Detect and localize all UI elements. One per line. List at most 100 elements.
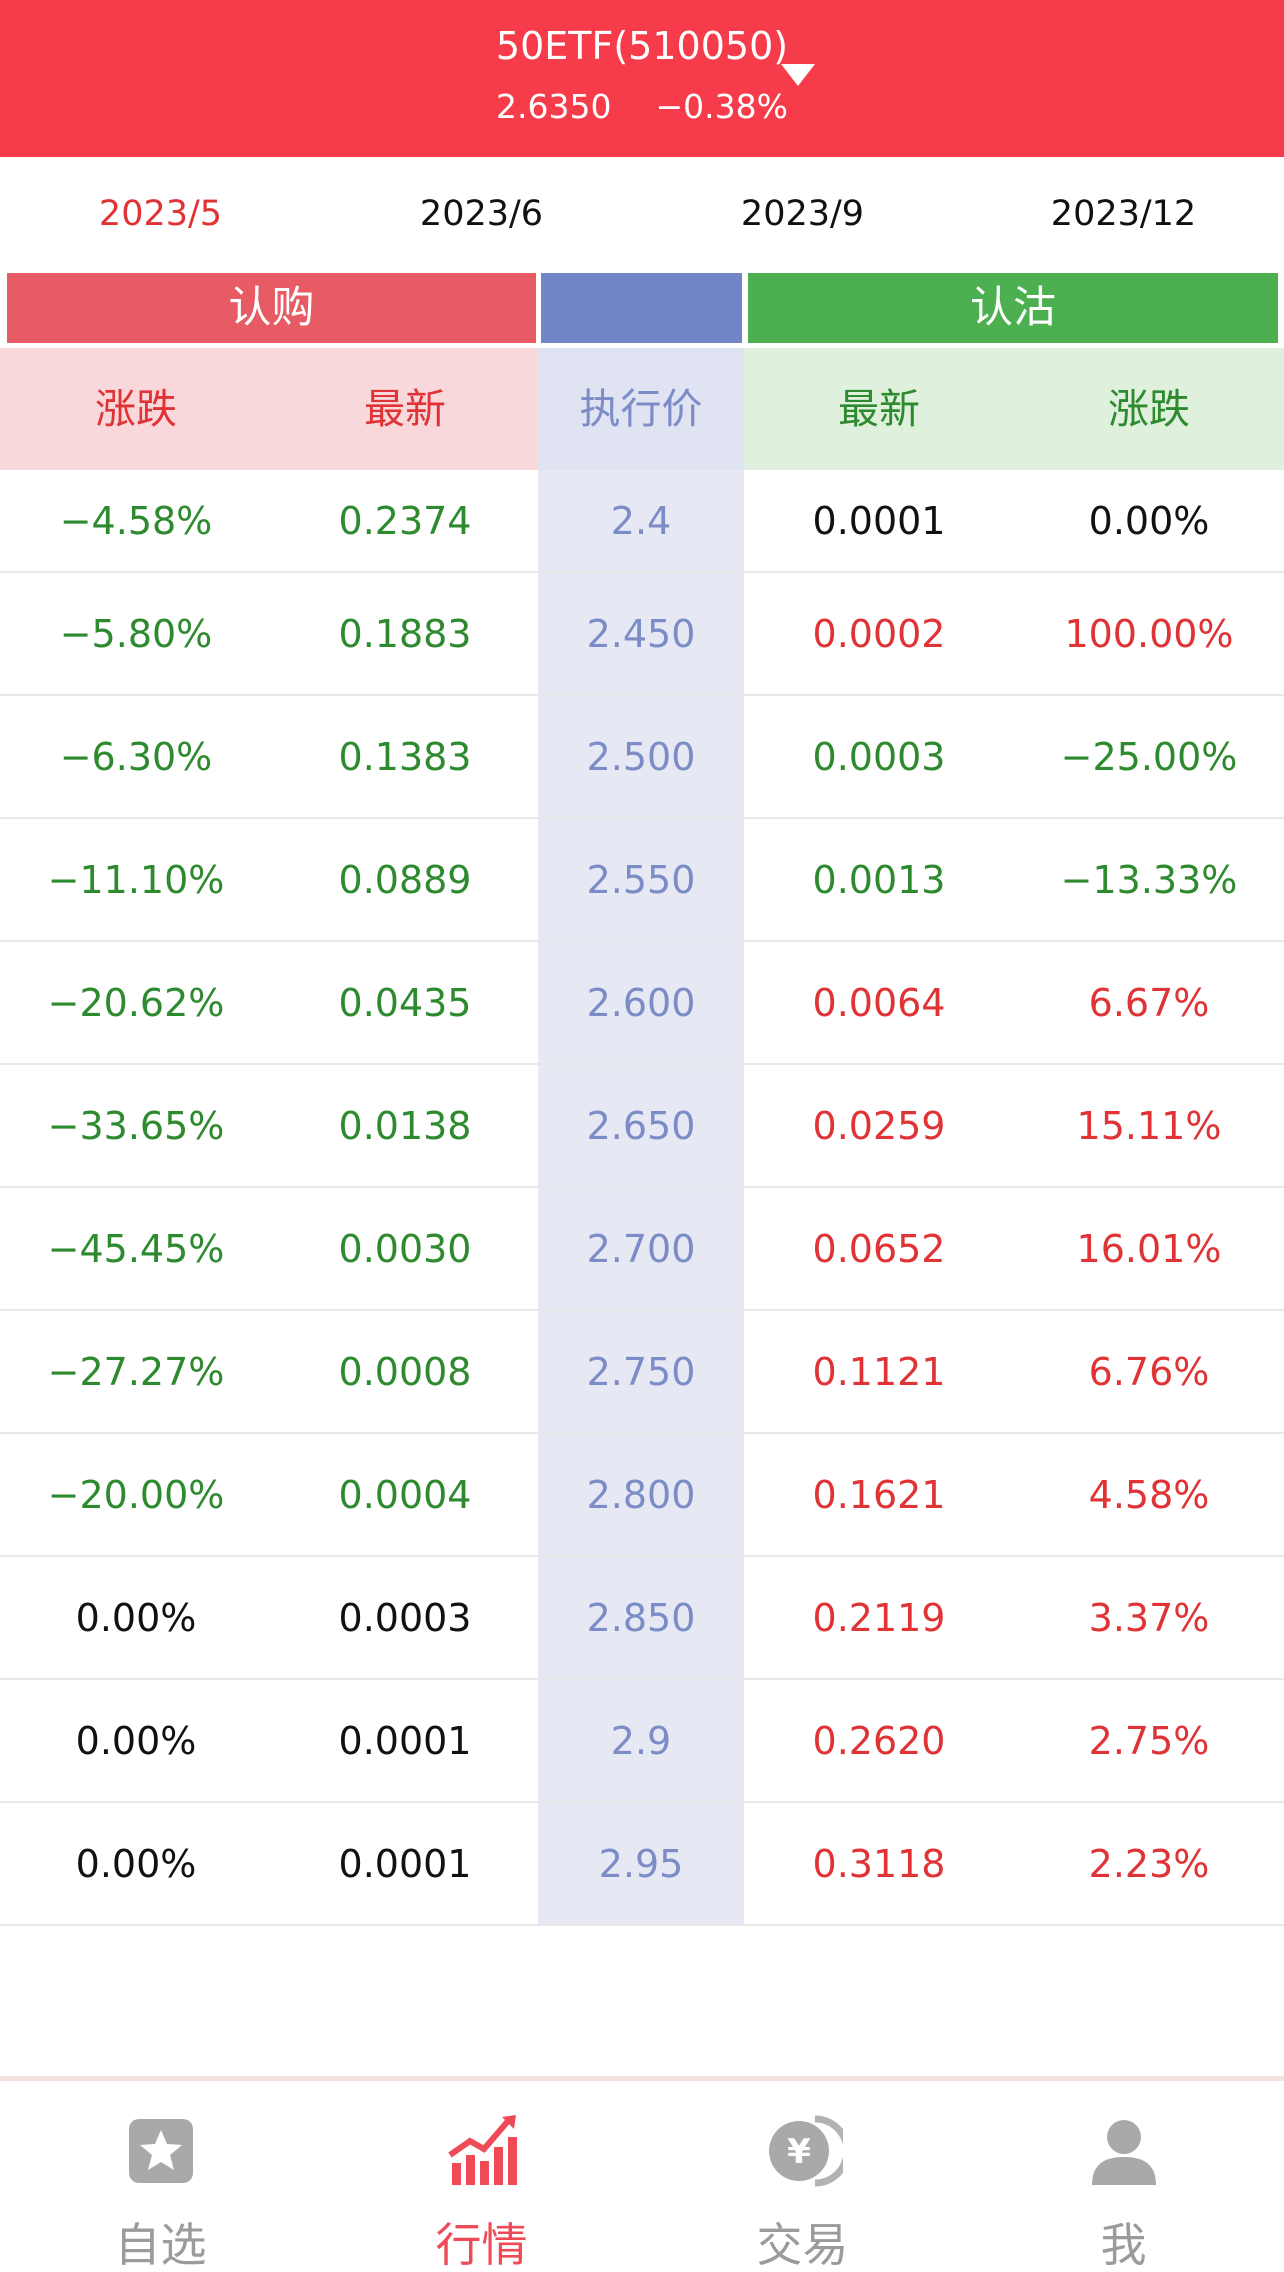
put-latest-cell[interactable]: 0.2119 <box>812 1595 946 1640</box>
table-row[interactable]: −20.62% 0.0435 2.600 0.0064 6.67% <box>0 942 1284 1065</box>
put-latest-cell[interactable]: 0.2620 <box>812 1718 946 1763</box>
call-latest-cell[interactable]: 0.0001 <box>338 1841 472 1886</box>
nav-item-market[interactable]: 行情 <box>321 2081 642 2272</box>
tab-month-3[interactable]: 2023/9 <box>740 194 865 234</box>
call-latest-cell[interactable]: 0.0889 <box>338 857 472 902</box>
put-change-cell[interactable]: 6.76% <box>1088 1349 1210 1394</box>
put-latest-cell[interactable]: 0.3118 <box>812 1841 946 1886</box>
nav-item-me[interactable]: 我 <box>963 2081 1284 2272</box>
col-header-put-change[interactable]: 涨跌 <box>1108 385 1190 433</box>
put-latest-cell[interactable]: 0.0002 <box>812 611 946 656</box>
put-change-cell[interactable]: −13.33% <box>1060 857 1238 902</box>
underlying-price: 2.6350 <box>496 87 612 126</box>
strike-cell[interactable]: 2.800 <box>586 1472 696 1517</box>
call-latest-cell[interactable]: 0.0001 <box>338 1718 472 1763</box>
put-latest-cell[interactable]: 0.0001 <box>812 498 946 543</box>
header-bar[interactable]: 50ETF(510050) 2.6350 −0.38% <box>0 0 1284 157</box>
put-change-cell[interactable]: 16.01% <box>1076 1226 1222 1271</box>
put-latest-cell[interactable]: 0.1621 <box>812 1472 946 1517</box>
put-latest-cell[interactable]: 0.0652 <box>812 1226 946 1271</box>
call-latest-cell[interactable]: 0.0435 <box>338 980 472 1025</box>
table-row[interactable]: −5.80% 0.1883 2.450 0.0002 100.00% <box>0 573 1284 696</box>
table-row[interactable]: −33.65% 0.0138 2.650 0.0259 15.11% <box>0 1065 1284 1188</box>
put-latest-cell[interactable]: 0.0259 <box>812 1103 946 1148</box>
table-row[interactable]: −11.10% 0.0889 2.550 0.0013 −13.33% <box>0 819 1284 942</box>
call-latest-cell[interactable]: 0.0030 <box>338 1226 472 1271</box>
put-latest-cell[interactable]: 0.1121 <box>812 1349 946 1394</box>
nav-label-me: 我 <box>1100 2218 1147 2272</box>
call-change-cell[interactable]: −33.65% <box>47 1103 225 1148</box>
strike-cell[interactable]: 2.550 <box>586 857 696 902</box>
call-change-cell[interactable]: −6.30% <box>59 734 213 779</box>
col-header-put-latest[interactable]: 最新 <box>838 385 920 433</box>
user-icon <box>1091 2120 1156 2185</box>
tab-month-1[interactable]: 2023/5 <box>98 194 223 234</box>
underlying-quote: 2.6350 −0.38% <box>0 84 1284 130</box>
strike-cell[interactable]: 2.650 <box>586 1103 696 1148</box>
put-latest-cell[interactable]: 0.0064 <box>812 980 946 1025</box>
put-change-cell[interactable]: −25.00% <box>1060 734 1238 779</box>
put-change-cell[interactable]: 100.00% <box>1064 611 1234 656</box>
call-change-cell[interactable]: −20.00% <box>47 1472 225 1517</box>
put-change-cell[interactable]: 3.37% <box>1088 1595 1210 1640</box>
call-latest-cell[interactable]: 0.0138 <box>338 1103 472 1148</box>
put-change-cell[interactable]: 15.11% <box>1076 1103 1222 1148</box>
put-latest-cell[interactable]: 0.0003 <box>812 734 946 779</box>
call-latest-cell[interactable]: 0.1383 <box>338 734 472 779</box>
put-change-cell[interactable]: 2.75% <box>1088 1718 1210 1763</box>
table-row[interactable]: 0.00% 0.0001 2.9 0.2620 2.75% <box>0 1680 1284 1803</box>
call-change-cell[interactable]: −27.27% <box>47 1349 225 1394</box>
put-change-cell[interactable]: 2.23% <box>1088 1841 1210 1886</box>
strike-cell[interactable]: 2.500 <box>586 734 696 779</box>
table-row[interactable]: 0.00% 0.0001 2.95 0.3118 2.23% <box>0 1803 1284 1926</box>
call-change-cell[interactable]: 0.00% <box>75 1595 197 1640</box>
call-latest-cell[interactable]: 0.0003 <box>338 1595 472 1640</box>
col-header-strike[interactable]: 执行价 <box>579 385 703 433</box>
put-latest-cell[interactable]: 0.0013 <box>812 857 946 902</box>
table-row[interactable]: −4.58% 0.2374 2.4 0.0001 0.00% <box>0 470 1284 573</box>
col-header-call-latest[interactable]: 最新 <box>364 385 446 433</box>
strike-column-bg <box>538 470 744 1926</box>
strike-cell[interactable]: 2.600 <box>586 980 696 1025</box>
strike-cell[interactable]: 2.4 <box>610 498 672 543</box>
table-row[interactable]: −27.27% 0.0008 2.750 0.1121 6.76% <box>0 1311 1284 1434</box>
call-change-cell[interactable]: −11.10% <box>47 857 225 902</box>
table-row[interactable]: 0.00% 0.0003 2.850 0.2119 3.37% <box>0 1557 1284 1680</box>
call-change-cell[interactable]: −45.45% <box>47 1226 225 1271</box>
put-change-cell[interactable]: 6.67% <box>1088 980 1210 1025</box>
call-change-cell[interactable]: −20.62% <box>47 980 225 1025</box>
call-change-cell[interactable]: −4.58% <box>59 498 213 543</box>
put-section-header: 认沽 <box>748 273 1278 343</box>
underlying-title[interactable]: 50ETF(510050) <box>495 24 789 68</box>
tab-month-4[interactable]: 2023/12 <box>1050 194 1197 234</box>
tab-month-2[interactable]: 2023/6 <box>419 194 544 234</box>
col-header-call-change[interactable]: 涨跌 <box>95 385 177 433</box>
call-latest-cell[interactable]: 0.0008 <box>338 1349 472 1394</box>
strike-cell[interactable]: 2.750 <box>586 1349 696 1394</box>
strike-cell[interactable]: 2.850 <box>586 1595 696 1640</box>
table-row[interactable]: −6.30% 0.1383 2.500 0.0003 −25.00% <box>0 696 1284 819</box>
call-latest-cell[interactable]: 0.1883 <box>338 611 472 656</box>
nav-item-trade[interactable]: ¥ 交易 <box>642 2081 963 2272</box>
star-icon <box>128 2119 193 2183</box>
strike-cell[interactable]: 2.95 <box>598 1841 684 1886</box>
call-change-cell[interactable]: 0.00% <box>75 1841 197 1886</box>
call-change-cell[interactable]: 0.00% <box>75 1718 197 1763</box>
strike-cell[interactable]: 2.450 <box>586 611 696 656</box>
put-change-cell[interactable]: 4.58% <box>1088 1472 1210 1517</box>
call-latest-cell[interactable]: 0.2374 <box>338 498 472 543</box>
strike-section-header <box>541 273 742 343</box>
dropdown-caret-icon[interactable] <box>781 64 815 86</box>
strike-cell[interactable]: 2.9 <box>610 1718 672 1763</box>
call-section-header: 认购 <box>7 273 536 343</box>
put-change-cell[interactable]: 0.00% <box>1088 498 1210 543</box>
strike-cell[interactable]: 2.700 <box>586 1226 696 1271</box>
strike-column-header-bg <box>538 348 744 470</box>
table-row[interactable]: −45.45% 0.0030 2.700 0.0652 16.01% <box>0 1188 1284 1311</box>
call-change-cell[interactable]: −5.80% <box>59 611 213 656</box>
option-chain-table: −4.58% 0.2374 2.4 0.0001 0.00% −5.80% 0.1883 2.… <box>0 470 1284 1926</box>
nav-item-watchlist[interactable]: 自选 <box>0 2081 321 2272</box>
call-latest-cell[interactable]: 0.0004 <box>338 1472 472 1517</box>
table-row[interactable]: −20.00% 0.0004 2.800 0.1621 4.58% <box>0 1434 1284 1557</box>
